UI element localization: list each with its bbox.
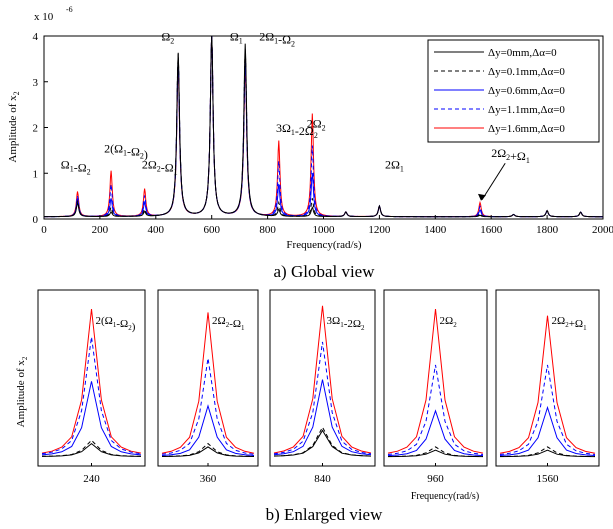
panel-label: 2Ω2-Ω1 [212, 315, 245, 332]
enlarged-panel: 1560 2Ω2+Ω1 [495, 289, 600, 485]
panel-series-line-4 [387, 309, 484, 454]
y-multiplier-exp: -6 [66, 5, 73, 14]
enlarged-x-label: Frequency(rad/s) [411, 491, 479, 502]
x-tick-label: 600 [203, 224, 220, 236]
panel-tick-label: 360 [200, 473, 217, 485]
x-tick-label: 1600 [480, 224, 503, 236]
panel-series-line-1 [273, 426, 372, 457]
panel-series-line-0 [273, 429, 372, 457]
panel-tick-label: 960 [427, 473, 444, 485]
panel-series-line-2 [499, 405, 596, 456]
y-tick-label: 3 [33, 77, 39, 89]
panel-series-line-1 [41, 439, 142, 457]
global-view-curves [44, 35, 603, 218]
y-tick-label: 4 [33, 31, 39, 43]
panel-tick-label: 1560 [537, 473, 560, 485]
legend-box [427, 39, 600, 143]
panel-series-line-0 [41, 442, 142, 457]
global-view-ticks: 0 200 400 600 800 1000 1200 1400 1600 1800 2000 0 1 2… [33, 31, 613, 236]
x-tick-label: 800 [259, 224, 276, 236]
peak-annotation: 2Ω2+Ω1 [491, 146, 530, 165]
panel-series-line-0 [161, 446, 255, 457]
peak-annotation: 2Ω2 [307, 117, 326, 133]
annotation-arrow [481, 162, 506, 201]
enlarged-view-panels: 240 2(Ω1-Ω2) 360 2Ω2-Ω1 840 3Ω1-2Ω2 960 2Ω2 1560… [37, 289, 600, 485]
panel-label: 2Ω2+Ω1 [552, 315, 588, 332]
y-tick-label: 2 [33, 123, 39, 135]
legend-label: Δy=1.1mm,Δα=0 [488, 104, 565, 116]
panel-series-line-3 [41, 336, 142, 455]
peak-annotation: Ω1-Ω2 [61, 158, 91, 177]
global-x-label: Frequency(rad/s) [286, 239, 361, 251]
enlarged-panel: 360 2Ω2-Ω1 [157, 289, 259, 485]
enlarged-panel: 840 3Ω1-2Ω2 [269, 289, 376, 485]
panel-label: 2(Ω1-Ω2) [96, 315, 136, 333]
panel-label: 2Ω2 [440, 315, 458, 329]
panel-series-line-3 [499, 364, 596, 455]
x-tick-label: 2000 [592, 224, 613, 236]
y-tick-label: 0 [33, 214, 39, 226]
peak-annotation: Ω1 [230, 30, 243, 46]
panel-series-line-2 [161, 404, 255, 456]
peak-annotation: 2Ω1-Ω2 [259, 30, 295, 49]
enlarged-y-label-group: Amplitude of x2 [15, 356, 29, 427]
global-y-label-group: Amplitude of x2 [7, 91, 21, 162]
panel-series-line-3 [273, 341, 372, 455]
enlarged-y-label-sub: 2 [21, 356, 29, 360]
peak-annotation: 2(Ω1-Ω2) [104, 142, 148, 162]
panel-tick-label: 240 [83, 473, 100, 485]
panel-series-line-2 [387, 409, 484, 457]
panel-series-line-2 [41, 381, 142, 456]
enlarged-panel: 960 2Ω2 [383, 289, 488, 485]
enlarged-panel: 240 2(Ω1-Ω2) [37, 289, 146, 485]
panel-series-line-4 [499, 315, 596, 454]
arrow-head [478, 193, 487, 201]
global-y-label-sub: 2 [12, 91, 21, 95]
global-y-label: Amplitude of x2 [7, 91, 21, 162]
panel-series-line-4 [161, 312, 255, 454]
y-multiplier: x 10 [34, 11, 54, 23]
x-tick-label: 400 [148, 224, 165, 236]
x-tick-label: 1200 [368, 224, 391, 236]
panel-series-line-4 [41, 309, 142, 454]
peak-annotation: Ω2 [161, 30, 174, 46]
panel-series-line-3 [161, 358, 255, 455]
panel-label: 3Ω1-2Ω2 [327, 315, 366, 332]
panel-series-line-0 [499, 449, 596, 458]
panel-frame [383, 289, 488, 467]
panel-series-line-3 [387, 364, 484, 455]
legend-label: Δy=1.6mm,Δα=0 [488, 123, 565, 135]
panel-frame [269, 289, 376, 467]
panel-frame [37, 289, 146, 467]
peak-annotation: 2Ω1 [385, 158, 404, 174]
x-tick-label: 200 [92, 224, 109, 236]
peak-annotation: 3Ω1-2Ω2 [276, 121, 318, 140]
x-tick-label: 1800 [536, 224, 559, 236]
series-line-0 [44, 35, 603, 218]
x-tick-label: 1400 [424, 224, 447, 236]
x-tick-label: 1000 [313, 224, 336, 236]
legend-label: Δy=0mm,Δα=0 [488, 47, 557, 59]
global-caption: a) Global view [273, 262, 375, 281]
peak-annotation: 2Ω2-Ω1 [142, 158, 178, 177]
legend-label: Δy=0.1mm,Δα=0 [488, 66, 565, 78]
y-tick-label: 1 [33, 168, 39, 180]
legend-label: Δy=0.6mm,Δα=0 [488, 85, 565, 97]
x-tick-label: 0 [41, 224, 47, 236]
enlarged-y-label: Amplitude of x2 [15, 356, 29, 427]
panel-series-line-4 [273, 305, 372, 454]
panel-series-line-0 [387, 449, 484, 458]
enlarged-caption: b) Enlarged view [266, 505, 383, 524]
panel-tick-label: 840 [314, 473, 331, 485]
panel-series-line-2 [273, 379, 372, 456]
legend: Δy=0mm,Δα=0 Δy=0.1mm,Δα=0 Δy=0.6mm,Δα=0 Δy=… [427, 39, 600, 143]
